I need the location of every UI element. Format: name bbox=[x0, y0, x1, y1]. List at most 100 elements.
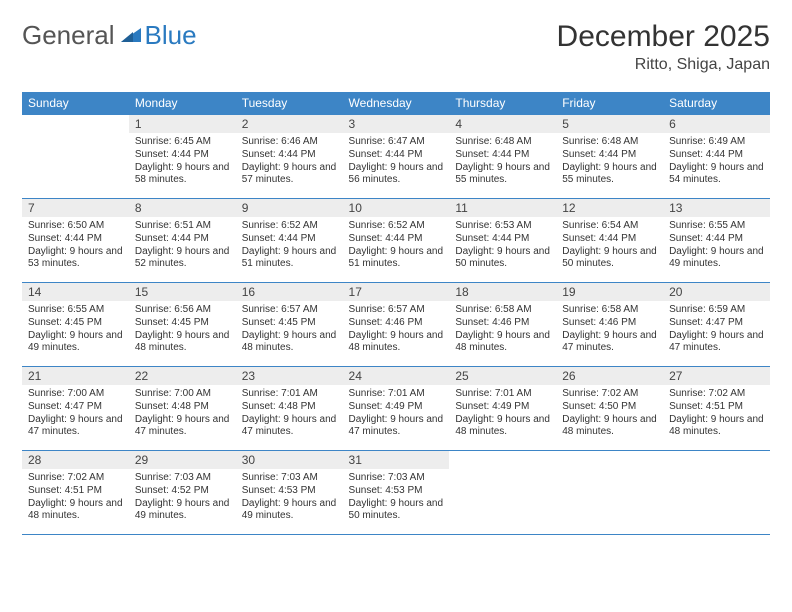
calendar-day-cell: 29Sunrise: 7:03 AMSunset: 4:52 PMDayligh… bbox=[129, 451, 236, 535]
day-number bbox=[556, 451, 663, 469]
day-details: Sunrise: 6:50 AMSunset: 4:44 PMDaylight:… bbox=[22, 217, 129, 275]
calendar-day-cell: 30Sunrise: 7:03 AMSunset: 4:53 PMDayligh… bbox=[236, 451, 343, 535]
day-details: Sunrise: 7:01 AMSunset: 4:49 PMDaylight:… bbox=[449, 385, 556, 443]
calendar-day-cell: 28Sunrise: 7:02 AMSunset: 4:51 PMDayligh… bbox=[22, 451, 129, 535]
day-number: 3 bbox=[343, 115, 450, 133]
calendar-day-cell: 9Sunrise: 6:52 AMSunset: 4:44 PMDaylight… bbox=[236, 199, 343, 283]
day-details: Sunrise: 6:55 AMSunset: 4:45 PMDaylight:… bbox=[22, 301, 129, 359]
day-number: 1 bbox=[129, 115, 236, 133]
day-number: 30 bbox=[236, 451, 343, 469]
logo-text-blue: Blue bbox=[145, 20, 197, 51]
day-details: Sunrise: 7:02 AMSunset: 4:51 PMDaylight:… bbox=[663, 385, 770, 443]
calendar-day-cell: 16Sunrise: 6:57 AMSunset: 4:45 PMDayligh… bbox=[236, 283, 343, 367]
day-details: Sunrise: 6:52 AMSunset: 4:44 PMDaylight:… bbox=[343, 217, 450, 275]
calendar-day-cell: 8Sunrise: 6:51 AMSunset: 4:44 PMDaylight… bbox=[129, 199, 236, 283]
day-details: Sunrise: 7:00 AMSunset: 4:48 PMDaylight:… bbox=[129, 385, 236, 443]
logo-sail-icon bbox=[119, 20, 143, 51]
day-number: 5 bbox=[556, 115, 663, 133]
day-number: 26 bbox=[556, 367, 663, 385]
day-number: 8 bbox=[129, 199, 236, 217]
day-number: 28 bbox=[22, 451, 129, 469]
calendar-day-cell: 25Sunrise: 7:01 AMSunset: 4:49 PMDayligh… bbox=[449, 367, 556, 451]
weekday-header: Thursday bbox=[449, 92, 556, 115]
day-details: Sunrise: 7:03 AMSunset: 4:52 PMDaylight:… bbox=[129, 469, 236, 527]
calendar-day-cell: 27Sunrise: 7:02 AMSunset: 4:51 PMDayligh… bbox=[663, 367, 770, 451]
day-number: 29 bbox=[129, 451, 236, 469]
calendar-header-row: SundayMondayTuesdayWednesdayThursdayFrid… bbox=[22, 92, 770, 115]
day-details: Sunrise: 6:57 AMSunset: 4:46 PMDaylight:… bbox=[343, 301, 450, 359]
day-details: Sunrise: 6:47 AMSunset: 4:44 PMDaylight:… bbox=[343, 133, 450, 191]
day-number: 25 bbox=[449, 367, 556, 385]
day-details: Sunrise: 6:54 AMSunset: 4:44 PMDaylight:… bbox=[556, 217, 663, 275]
day-details: Sunrise: 7:01 AMSunset: 4:48 PMDaylight:… bbox=[236, 385, 343, 443]
day-details: Sunrise: 7:01 AMSunset: 4:49 PMDaylight:… bbox=[343, 385, 450, 443]
day-details: Sunrise: 7:03 AMSunset: 4:53 PMDaylight:… bbox=[343, 469, 450, 527]
title-block: December 2025 Ritto, Shiga, Japan bbox=[557, 20, 770, 74]
calendar-day-cell: 1Sunrise: 6:45 AMSunset: 4:44 PMDaylight… bbox=[129, 115, 236, 199]
calendar-day-cell: 22Sunrise: 7:00 AMSunset: 4:48 PMDayligh… bbox=[129, 367, 236, 451]
day-number: 4 bbox=[449, 115, 556, 133]
day-number: 19 bbox=[556, 283, 663, 301]
day-details: Sunrise: 6:59 AMSunset: 4:47 PMDaylight:… bbox=[663, 301, 770, 359]
day-details: Sunrise: 6:45 AMSunset: 4:44 PMDaylight:… bbox=[129, 133, 236, 191]
calendar-day-cell: 21Sunrise: 7:00 AMSunset: 4:47 PMDayligh… bbox=[22, 367, 129, 451]
day-number bbox=[663, 451, 770, 469]
day-details: Sunrise: 6:48 AMSunset: 4:44 PMDaylight:… bbox=[556, 133, 663, 191]
calendar-day-cell: 15Sunrise: 6:56 AMSunset: 4:45 PMDayligh… bbox=[129, 283, 236, 367]
calendar-day-cell: 3Sunrise: 6:47 AMSunset: 4:44 PMDaylight… bbox=[343, 115, 450, 199]
day-number: 12 bbox=[556, 199, 663, 217]
day-number: 7 bbox=[22, 199, 129, 217]
calendar-day-cell: 11Sunrise: 6:53 AMSunset: 4:44 PMDayligh… bbox=[449, 199, 556, 283]
calendar-day-cell: 4Sunrise: 6:48 AMSunset: 4:44 PMDaylight… bbox=[449, 115, 556, 199]
day-number: 17 bbox=[343, 283, 450, 301]
calendar-day-cell bbox=[556, 451, 663, 535]
calendar-day-cell bbox=[663, 451, 770, 535]
day-details: Sunrise: 6:55 AMSunset: 4:44 PMDaylight:… bbox=[663, 217, 770, 275]
calendar-day-cell: 24Sunrise: 7:01 AMSunset: 4:49 PMDayligh… bbox=[343, 367, 450, 451]
weekday-header: Monday bbox=[129, 92, 236, 115]
day-details: Sunrise: 6:58 AMSunset: 4:46 PMDaylight:… bbox=[556, 301, 663, 359]
day-details: Sunrise: 7:03 AMSunset: 4:53 PMDaylight:… bbox=[236, 469, 343, 527]
day-number: 6 bbox=[663, 115, 770, 133]
calendar-day-cell: 6Sunrise: 6:49 AMSunset: 4:44 PMDaylight… bbox=[663, 115, 770, 199]
day-number: 2 bbox=[236, 115, 343, 133]
day-details: Sunrise: 6:58 AMSunset: 4:46 PMDaylight:… bbox=[449, 301, 556, 359]
day-number: 20 bbox=[663, 283, 770, 301]
calendar-day-cell: 17Sunrise: 6:57 AMSunset: 4:46 PMDayligh… bbox=[343, 283, 450, 367]
logo: General Blue bbox=[22, 20, 197, 51]
day-number: 13 bbox=[663, 199, 770, 217]
day-details: Sunrise: 6:46 AMSunset: 4:44 PMDaylight:… bbox=[236, 133, 343, 191]
calendar-week-row: 28Sunrise: 7:02 AMSunset: 4:51 PMDayligh… bbox=[22, 451, 770, 535]
header: General Blue December 2025 Ritto, Shiga,… bbox=[22, 20, 770, 74]
day-number: 31 bbox=[343, 451, 450, 469]
day-number: 9 bbox=[236, 199, 343, 217]
calendar-day-cell: 20Sunrise: 6:59 AMSunset: 4:47 PMDayligh… bbox=[663, 283, 770, 367]
calendar-day-cell: 12Sunrise: 6:54 AMSunset: 4:44 PMDayligh… bbox=[556, 199, 663, 283]
day-details: Sunrise: 6:51 AMSunset: 4:44 PMDaylight:… bbox=[129, 217, 236, 275]
day-number: 21 bbox=[22, 367, 129, 385]
day-number bbox=[449, 451, 556, 469]
weekday-header: Wednesday bbox=[343, 92, 450, 115]
calendar-day-cell bbox=[449, 451, 556, 535]
calendar-day-cell: 14Sunrise: 6:55 AMSunset: 4:45 PMDayligh… bbox=[22, 283, 129, 367]
day-details: Sunrise: 6:53 AMSunset: 4:44 PMDaylight:… bbox=[449, 217, 556, 275]
day-number: 11 bbox=[449, 199, 556, 217]
calendar-day-cell: 31Sunrise: 7:03 AMSunset: 4:53 PMDayligh… bbox=[343, 451, 450, 535]
calendar-day-cell: 23Sunrise: 7:01 AMSunset: 4:48 PMDayligh… bbox=[236, 367, 343, 451]
calendar-week-row: 21Sunrise: 7:00 AMSunset: 4:47 PMDayligh… bbox=[22, 367, 770, 451]
calendar-day-cell: 5Sunrise: 6:48 AMSunset: 4:44 PMDaylight… bbox=[556, 115, 663, 199]
day-number: 16 bbox=[236, 283, 343, 301]
day-number: 23 bbox=[236, 367, 343, 385]
day-number: 18 bbox=[449, 283, 556, 301]
day-number bbox=[22, 115, 129, 133]
weekday-header: Friday bbox=[556, 92, 663, 115]
weekday-header: Sunday bbox=[22, 92, 129, 115]
calendar-day-cell: 10Sunrise: 6:52 AMSunset: 4:44 PMDayligh… bbox=[343, 199, 450, 283]
day-number: 22 bbox=[129, 367, 236, 385]
calendar-table: SundayMondayTuesdayWednesdayThursdayFrid… bbox=[22, 92, 770, 535]
calendar-week-row: 14Sunrise: 6:55 AMSunset: 4:45 PMDayligh… bbox=[22, 283, 770, 367]
calendar-day-cell: 7Sunrise: 6:50 AMSunset: 4:44 PMDaylight… bbox=[22, 199, 129, 283]
day-details: Sunrise: 6:52 AMSunset: 4:44 PMDaylight:… bbox=[236, 217, 343, 275]
day-number: 27 bbox=[663, 367, 770, 385]
location: Ritto, Shiga, Japan bbox=[557, 56, 770, 74]
